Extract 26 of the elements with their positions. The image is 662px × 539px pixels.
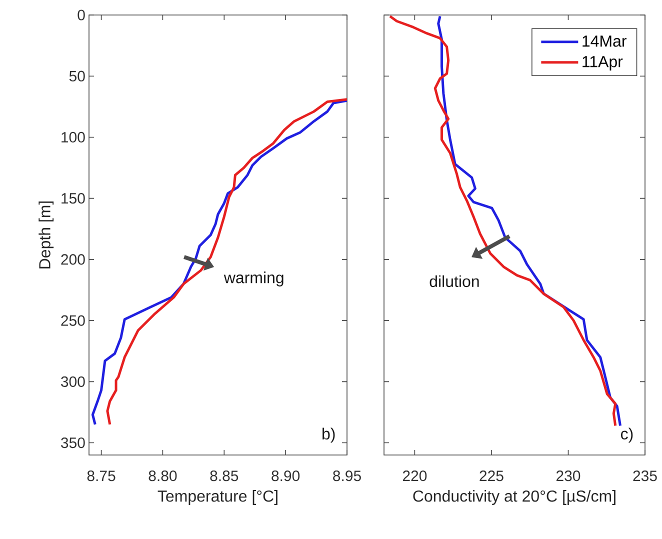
y-axis-title: Depth [m]	[38, 201, 54, 268]
legend-label: 14Mar	[582, 36, 627, 47]
legend-label: 11Apr	[582, 56, 623, 70]
y-tick-label: 300	[61, 376, 85, 387]
annotation: c)	[620, 428, 633, 443]
y-tick-label: 150	[62, 193, 85, 204]
y-tick-label: 50	[69, 70, 85, 82]
y-tick-label: 350	[61, 437, 85, 448]
x-tick-label: 220	[402, 470, 427, 482]
annotation: dilution	[430, 275, 479, 288]
x-tick-label: 8.80	[148, 470, 177, 482]
x-tick-label: 8.90	[272, 470, 300, 482]
y-tick-label: 100	[62, 132, 85, 143]
x-tick-label: 225	[480, 470, 504, 482]
x-tick-label: 230	[556, 470, 580, 482]
y-tick-label: 250	[61, 315, 85, 326]
x-tick-label: 8.95	[333, 470, 361, 482]
x-tick-label: 8.75	[87, 470, 116, 482]
x-axis-title: Conductivity at 20°C [µS/cm]	[413, 490, 616, 505]
x-tick-label: 235	[633, 470, 657, 482]
y-tick-label: 0	[78, 10, 85, 20]
x-tick-label: 8.85	[210, 470, 238, 482]
annotation: warming	[224, 272, 284, 286]
y-tick-label: 200	[61, 254, 85, 265]
x-axis-title: Temperature [°C]	[158, 490, 278, 505]
annotation: b)	[322, 428, 335, 443]
